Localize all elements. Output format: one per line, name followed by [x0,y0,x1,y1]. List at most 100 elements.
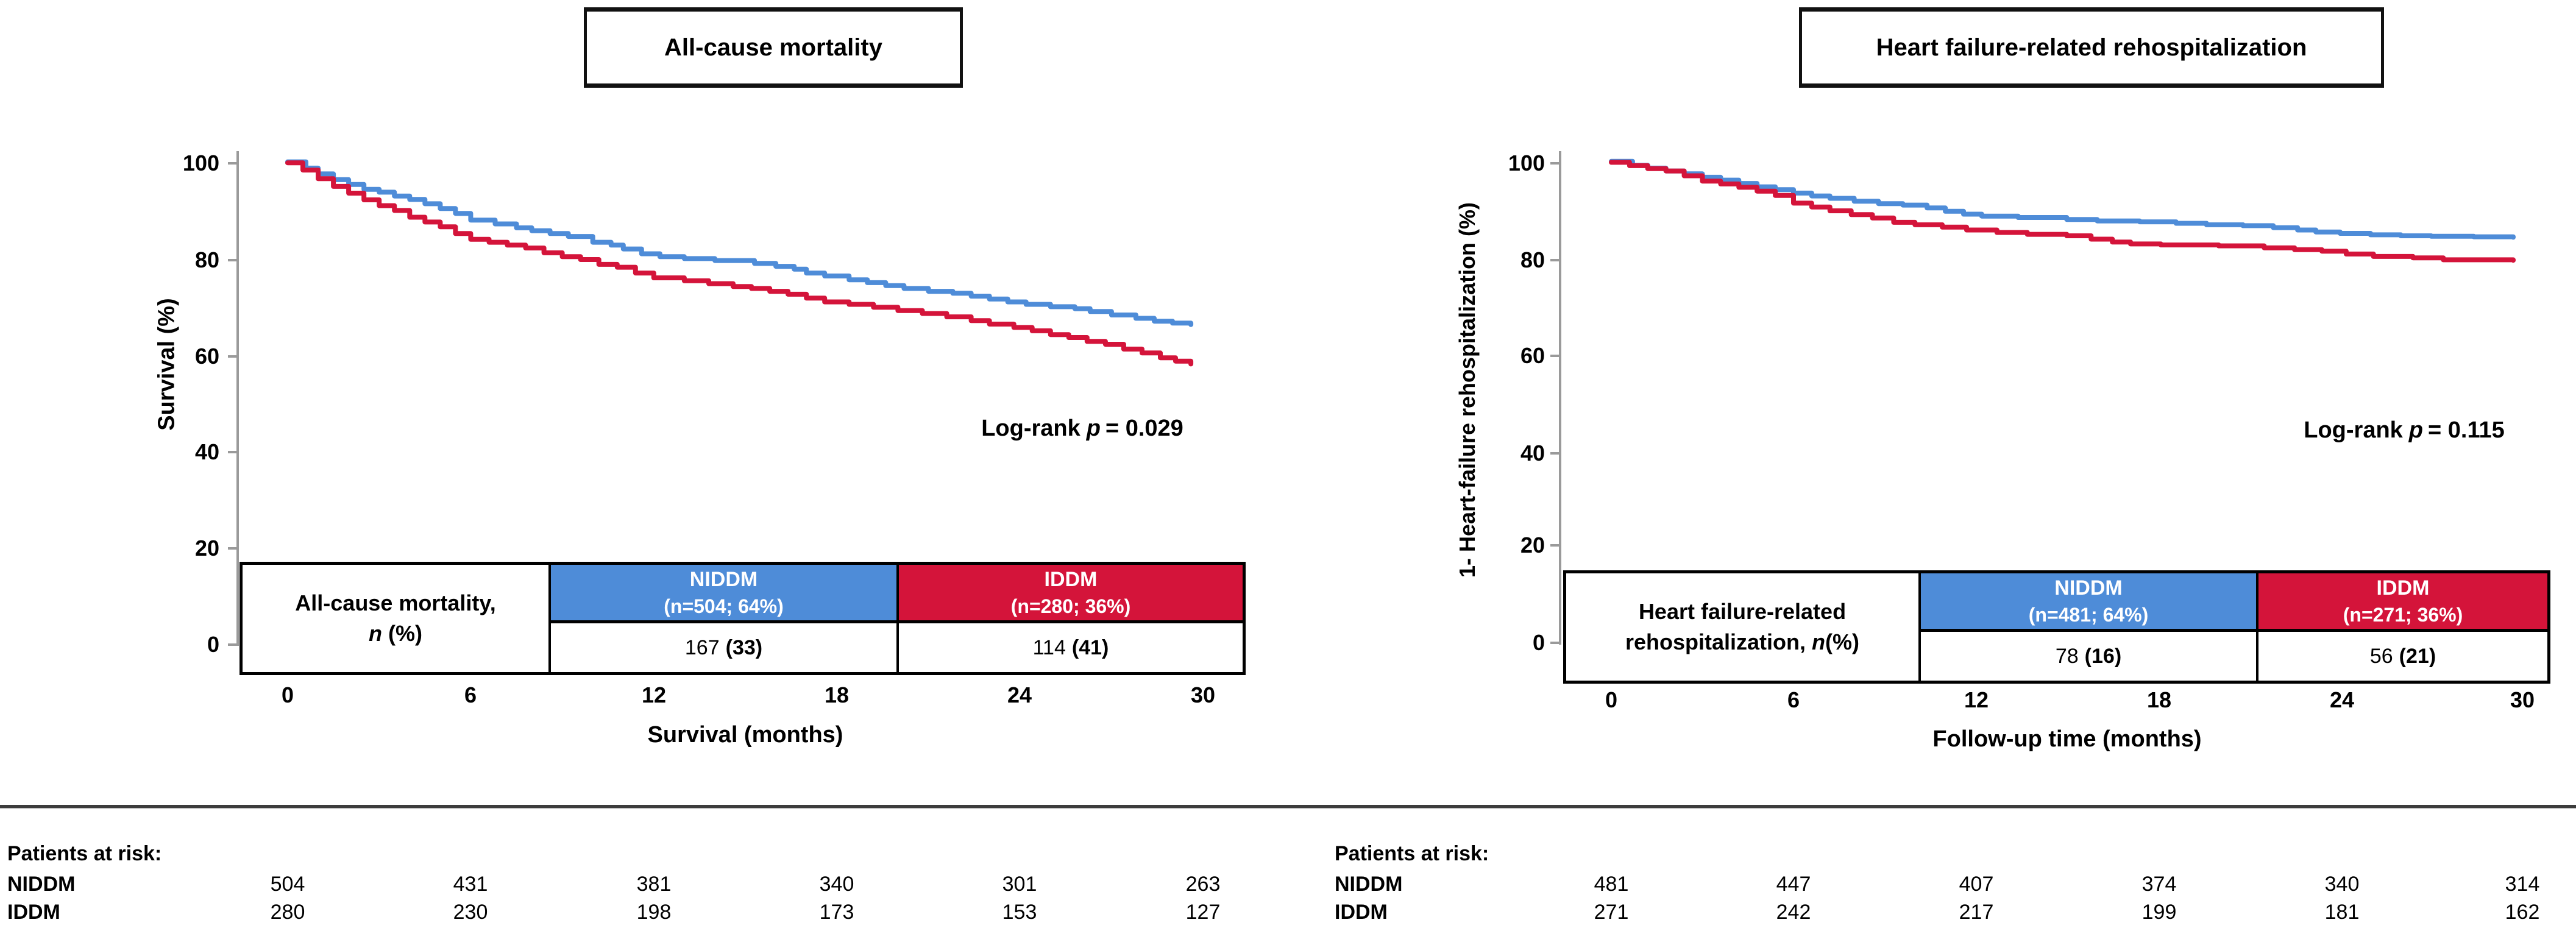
risk-value: 407 [1959,873,1994,896]
risk-value: 181 [2324,901,2360,924]
right-y-tick-100: 100 [1508,151,1545,175]
right-risk-row-iddm-label: IDDM [1335,901,1388,924]
left-niddm-events-cell: 167 (33) [548,623,896,672]
right-x-tick-24: 24 [2329,687,2355,712]
risk-value: 504 [270,873,305,896]
risk-value: 127 [1185,901,1221,924]
risk-value: 263 [1185,873,1221,896]
risk-value: 173 [819,901,854,924]
right-iddm-events-cell: 56 (21) [2256,632,2547,681]
left-risk-row-niddm-label: NIDDM [7,873,76,896]
risk-value: 481 [1594,873,1629,896]
left-x-tick-30: 30 [1190,682,1216,707]
right-y-tick-40: 40 [1520,441,1545,466]
right-niddm-header-count: (n=481; 64%) [2028,603,2149,626]
right-iddm-header-name: IDDM [2376,576,2430,600]
risk-value: 314 [2505,873,2540,896]
right-x-tick-30: 30 [2510,687,2535,712]
left-chart-title: All-cause mortality [664,34,882,61]
left-logrank-value: = 0.029 [1105,416,1183,441]
right-iddm-header-count: (n=271; 36%) [2343,603,2463,626]
risk-value: 242 [1776,901,1811,924]
right-event-table: Heart failure-related rehospitalization,… [1563,570,2550,684]
left-x-tick-24: 24 [1007,682,1032,707]
left-y-tick-0: 0 [207,632,219,657]
right-iddm-events: 56 [2369,644,2393,668]
right-niddm-header-cell: NIDDM (n=481; 64%) [1918,573,2256,632]
right-niddm-header-name: NIDDM [2054,576,2123,600]
left-iddm-header-cell: IDDM (n=280; 36%) [896,565,1243,623]
left-risk-heading: Patients at risk: [7,842,162,865]
right-niddm-events-cell: 78 (16) [1918,632,2256,681]
left-y-tick-40: 40 [194,439,219,464]
risk-value: 198 [636,901,672,924]
risk-value: 280 [270,901,305,924]
right-niddm-events-pct: (16) [2084,644,2122,668]
left-event-table: All-cause mortality, n (%) NIDDM (n=504;… [240,562,1246,675]
risk-value: 340 [819,873,854,896]
left-event-table-label-n: n [369,621,382,646]
right-risk-row-niddm-label: NIDDM [1335,873,1403,896]
risk-value: 217 [1959,901,1994,924]
iddm-survival-curve [1609,160,2516,263]
right-logrank-annotation: Log-rank p = 0.115 [2252,417,2556,444]
left-iddm-events-pct: (41) [1071,636,1109,659]
right-x-tick-18: 18 [2146,687,2172,712]
left-niddm-header-name: NIDDM [689,567,758,591]
right-risk-heading: Patients at risk: [1335,842,1489,865]
right-event-table-label-line2: rehospitalization, [1625,629,1812,654]
left-x-tick-12: 12 [641,682,667,707]
risk-value: 301 [1002,873,1037,896]
left-event-table-label: All-cause mortality, n (%) [243,565,548,672]
right-y-tick-80: 80 [1520,247,1545,272]
risk-value: 230 [453,901,488,924]
right-y-tick-0: 0 [1532,630,1545,655]
left-x-axis-label: Survival (months) [647,722,843,748]
niddm-survival-curve [1609,158,2516,240]
right-y-tick-20: 20 [1520,533,1545,558]
risk-value: 447 [1776,873,1811,896]
left-logrank-p: p [1086,416,1101,441]
right-chart-title: Heart failure-related rehospitalization [1876,34,2307,61]
right-chart-title-box: Heart failure-related rehospitalization [1799,9,2384,87]
risk-value: 271 [1594,901,1629,924]
right-iddm-header-cell: IDDM (n=271; 36%) [2256,573,2547,632]
left-event-table-label-line1: All-cause mortality, [295,590,496,615]
left-iddm-events: 114 [1032,636,1066,659]
left-iddm-header-count: (n=280; 36%) [1010,595,1131,617]
right-x-tick-12: 12 [1964,687,1989,712]
left-y-tick-60: 60 [194,344,219,369]
risk-value: 162 [2505,901,2540,924]
right-event-table-label-n: n [1812,629,1826,654]
right-x-tick-6: 6 [1787,687,1800,712]
left-y-tick-20: 20 [194,536,219,561]
right-y-tick-60: 60 [1520,343,1545,368]
left-y-tick-80: 80 [194,247,219,272]
left-y-tick-100: 100 [182,151,219,175]
left-iddm-events-cell: 114 (41) [896,623,1243,672]
left-risk-row-iddm-label: IDDM [7,901,60,924]
iddm-survival-curve [285,160,1194,367]
risk-value: 381 [636,873,672,896]
right-event-table-label: Heart failure-related rehospitalization,… [1566,573,1918,681]
risk-value: 153 [1002,901,1037,924]
risk-value: 340 [2324,873,2360,896]
niddm-survival-curve [285,159,1194,327]
left-x-tick-6: 6 [464,682,477,707]
left-event-table-label-suffix: (%) [382,621,422,646]
risk-value: 374 [2141,873,2177,896]
left-niddm-events-pct: (33) [725,636,763,659]
left-logrank-prefix: Log-rank [981,416,1080,441]
right-x-axis-label: Follow-up time (months) [1932,726,2202,752]
risk-value: 431 [453,873,488,896]
left-niddm-header-cell: NIDDM (n=504; 64%) [548,565,896,623]
left-iddm-header-name: IDDM [1044,567,1098,591]
right-event-table-label-suffix: (%) [1825,629,1860,654]
right-event-table-label-line1: Heart failure-related [1638,599,1847,624]
right-iddm-events-pct: (21) [2399,644,2436,668]
left-niddm-header-count: (n=504; 64%) [664,595,784,617]
right-x-tick-0: 0 [1605,687,1618,712]
risk-value: 199 [2141,901,2177,924]
